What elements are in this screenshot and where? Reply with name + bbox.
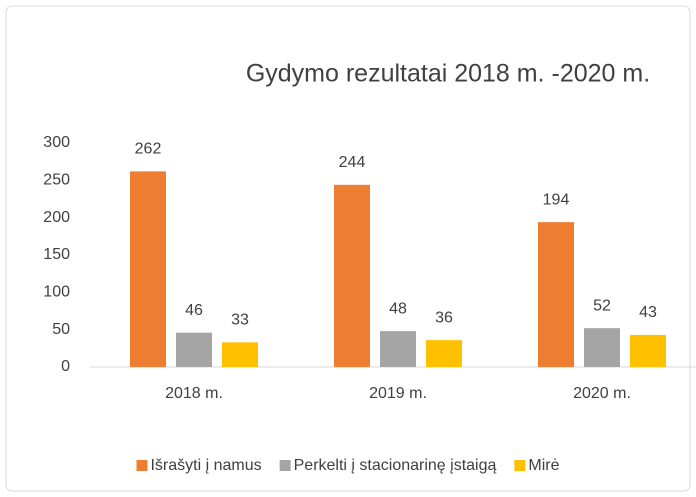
bar <box>584 328 620 367</box>
legend-swatch <box>136 460 148 471</box>
chart-title: Gydymo rezultatai 2018 m. -2020 m. <box>246 60 650 88</box>
data-label: 244 <box>339 154 366 171</box>
y-tick-label: 250 <box>43 172 70 189</box>
bar <box>130 171 166 367</box>
data-label: 36 <box>435 309 453 326</box>
bar <box>538 222 574 367</box>
x-tick-label: 2018 m. <box>165 385 223 402</box>
x-tick-label: 2019 m. <box>369 385 427 402</box>
data-label: 52 <box>593 297 611 314</box>
data-label: 48 <box>389 300 407 317</box>
data-label: 46 <box>185 302 203 319</box>
bar <box>222 342 258 367</box>
y-tick-label: 200 <box>43 209 70 226</box>
bar <box>426 340 462 367</box>
legend-label: Mirė <box>528 457 559 474</box>
legend-swatch <box>279 460 291 471</box>
data-label: 43 <box>639 304 657 321</box>
legend-swatch <box>514 460 526 471</box>
y-tick-label: 100 <box>43 284 70 301</box>
bar <box>176 332 212 367</box>
bar <box>380 331 416 367</box>
data-label: 262 <box>135 141 162 158</box>
data-label: 194 <box>543 191 570 208</box>
y-tick-label: 50 <box>52 321 70 338</box>
x-tick-label: 2020 m. <box>573 385 631 402</box>
y-tick-label: 150 <box>43 246 70 263</box>
y-tick-label: 300 <box>43 134 70 151</box>
data-label: 33 <box>231 312 249 329</box>
legend-label: Išrašyti į namus <box>150 457 261 474</box>
y-tick-label: 0 <box>61 358 70 375</box>
bar <box>630 334 666 367</box>
bar <box>334 184 370 367</box>
legend-label: Perkelti į stacionarinę įstaigą <box>294 457 497 474</box>
